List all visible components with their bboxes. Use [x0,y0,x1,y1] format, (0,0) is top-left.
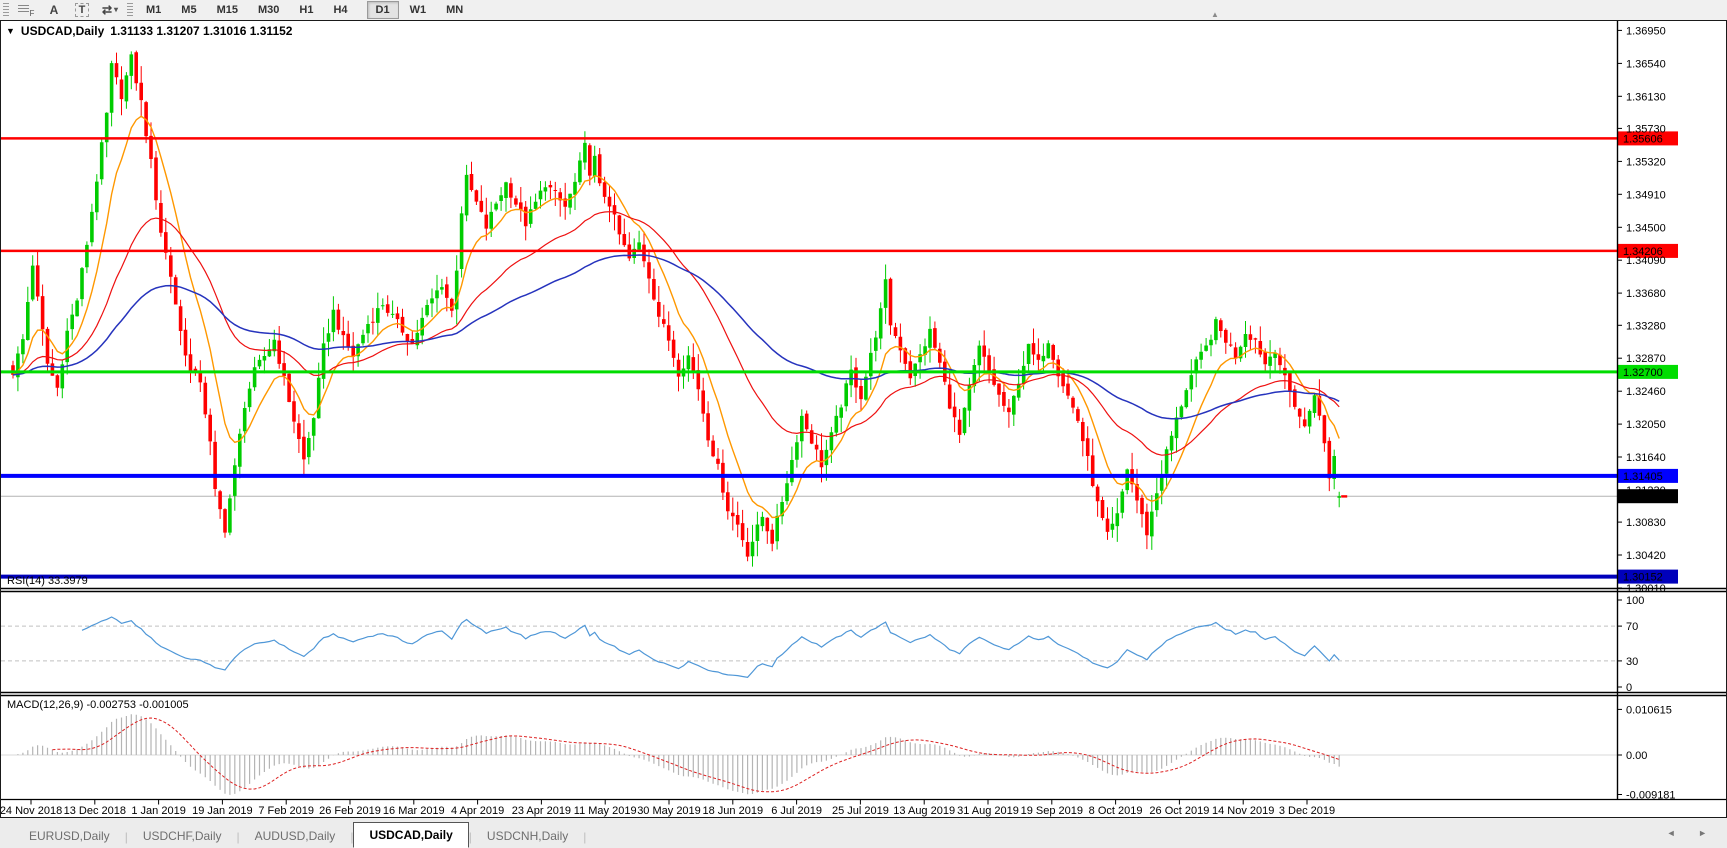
svg-text:11 May 2019: 11 May 2019 [574,805,637,817]
svg-text:1.31152: 1.31152 [1623,491,1662,503]
timeframe-button-m15[interactable]: M15 [216,4,238,16]
arrows-tool-icon[interactable]: ⇄ ▾ [101,2,119,17]
top-toolbar: F A T ⇄ ▾ M1 M5 M15 M30 H1 H4 D1 W1 MN ▲ [0,0,1727,19]
svg-text:0.00: 0.00 [1626,750,1647,762]
tab-separator: | [350,830,354,844]
svg-text:1.36950: 1.36950 [1626,25,1666,37]
grid-f-icon[interactable]: F [14,1,38,18]
svg-text:3 Dec 2019: 3 Dec 2019 [1279,805,1335,817]
svg-text:1.35320: 1.35320 [1626,156,1666,168]
tab-audusd[interactable]: AUDUSD,Daily [254,829,336,843]
toolbar-grip-2[interactable] [127,2,133,17]
svg-text:0.010615: 0.010615 [1626,704,1672,716]
svg-text:1.34910: 1.34910 [1626,189,1666,201]
svg-text:6 Jul 2019: 6 Jul 2019 [771,805,822,817]
svg-text:26 Oct 2019: 26 Oct 2019 [1149,805,1209,817]
svg-text:1.34500: 1.34500 [1626,222,1666,234]
svg-text:1.32870: 1.32870 [1626,353,1666,365]
tab-usdcnh[interactable]: USDCNH,Daily [486,829,569,843]
svg-text:1.34090: 1.34090 [1626,255,1666,267]
chart-canvas[interactable]: 1.35606 1.34206 1.32700 1.31405 1.30152 1.311… [0,21,1726,817]
text-a-icon[interactable]: A [49,2,59,17]
svg-text:1.32050: 1.32050 [1626,419,1666,431]
timeframe-button-mn[interactable]: MN [446,4,464,16]
tab-separator: | [236,830,240,844]
tab-separator: | [124,830,128,844]
timeframe-button-h4[interactable]: H4 [333,4,348,16]
tab-usdcad[interactable]: USDCAD,Daily [353,822,469,848]
chart-tab-bar: EURUSD,Daily | USDCHF,Daily | AUDUSD,Daily | U… [0,819,1727,848]
svg-text:1.30830: 1.30830 [1626,517,1666,529]
rsi-indicator-label: RSI(14) 33.3979 [7,575,88,587]
svg-text:30: 30 [1626,656,1638,668]
tab-usdchf[interactable]: USDCHF,Daily [142,829,222,843]
svg-text:1.31230: 1.31230 [1626,485,1666,497]
svg-text:24 Nov 2018: 24 Nov 2018 [1,805,62,817]
svg-text:1.31640: 1.31640 [1626,452,1666,464]
timeframe-group: M1 M5 M15 M30 H1 H4 D1 W1 MN [136,0,473,19]
svg-text:7 Feb 2019: 7 Feb 2019 [258,805,314,817]
svg-text:1.33680: 1.33680 [1626,288,1666,300]
svg-text:31 Aug 2019: 31 Aug 2019 [957,805,1019,817]
svg-text:25 Jul 2019: 25 Jul 2019 [832,805,889,817]
timeframe-button-d1[interactable]: D1 [366,1,399,19]
timeframe-button-w1[interactable]: W1 [409,4,427,16]
svg-text:1.30152: 1.30152 [1623,572,1663,584]
chart-window: 1.35606 1.34206 1.32700 1.31405 1.30152 1.311… [0,20,1727,818]
svg-text:13 Aug 2019: 13 Aug 2019 [893,805,955,817]
svg-text:70: 70 [1626,621,1638,633]
svg-text:-0.009181: -0.009181 [1626,790,1676,802]
svg-text:1.36540: 1.36540 [1626,58,1666,70]
svg-text:1 Jan 2019: 1 Jan 2019 [131,805,185,817]
svg-text:16 Mar 2019: 16 Mar 2019 [383,805,445,817]
timeframe-button-h1[interactable]: H1 [299,4,314,16]
chart-shift-marker[interactable]: ▲ [1211,10,1219,19]
svg-text:0: 0 [1626,682,1632,694]
svg-text:1.34206: 1.34206 [1623,246,1663,258]
svg-text:13 Dec 2018: 13 Dec 2018 [64,805,126,817]
svg-text:14 Nov 2019: 14 Nov 2019 [1212,805,1274,817]
chart-symbol: USDCAD,Daily [20,24,105,38]
svg-text:26 Feb 2019: 26 Feb 2019 [319,805,381,817]
timeframe-button-m5[interactable]: M5 [181,4,197,16]
svg-text:30 May 2019: 30 May 2019 [637,805,701,817]
chart-title: ▼ USDCAD,Daily 1.31133 1.31207 1.31016 1… [6,24,292,38]
macd-indicator-label: MACD(12,26,9) -0.002753 -0.001005 [7,699,189,711]
collapse-arrow-icon[interactable]: ▼ [6,26,15,36]
svg-text:1.36130: 1.36130 [1626,91,1666,103]
timeframe-button-m30[interactable]: M30 [257,4,280,16]
svg-text:8 Oct 2019: 8 Oct 2019 [1089,805,1143,817]
svg-text:18 Jun 2019: 18 Jun 2019 [703,805,764,817]
svg-text:1.32700: 1.32700 [1623,367,1663,379]
svg-text:1.35606: 1.35606 [1623,133,1663,145]
svg-text:23 Apr 2019: 23 Apr 2019 [512,805,571,817]
chart-ohlc-values: 1.31133 1.31207 1.31016 1.31152 [110,24,293,38]
svg-text:4 Apr 2019: 4 Apr 2019 [451,805,504,817]
tab-separator: | [583,830,587,844]
svg-text:1.32460: 1.32460 [1626,386,1666,398]
textbox-t-icon[interactable]: T [70,1,94,18]
tab-eurusd[interactable]: EURUSD,Daily [29,829,110,843]
svg-text:19 Sep 2019: 19 Sep 2019 [1021,805,1083,817]
svg-text:1.33280: 1.33280 [1626,320,1666,332]
svg-text:1.30420: 1.30420 [1626,550,1666,562]
svg-text:100: 100 [1626,595,1644,607]
svg-text:1.31405: 1.31405 [1623,471,1663,483]
timeframe-button-m1[interactable]: M1 [146,4,162,16]
tab-separator: | [468,830,472,844]
tab-scroll-arrows[interactable]: ◄ ► [1666,828,1717,838]
svg-text:1.35730: 1.35730 [1626,123,1666,135]
dropdown-caret-icon[interactable]: ▾ [114,5,119,14]
svg-text:19 Jan 2019: 19 Jan 2019 [192,805,253,817]
toolbar-grip[interactable] [3,2,9,17]
